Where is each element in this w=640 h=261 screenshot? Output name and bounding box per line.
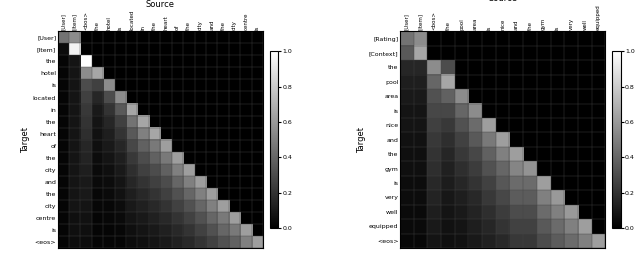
Y-axis label: Target: Target	[357, 127, 366, 153]
Y-axis label: Target: Target	[21, 127, 30, 153]
Title: Source: Source	[488, 0, 517, 3]
Title: Source: Source	[146, 0, 175, 9]
